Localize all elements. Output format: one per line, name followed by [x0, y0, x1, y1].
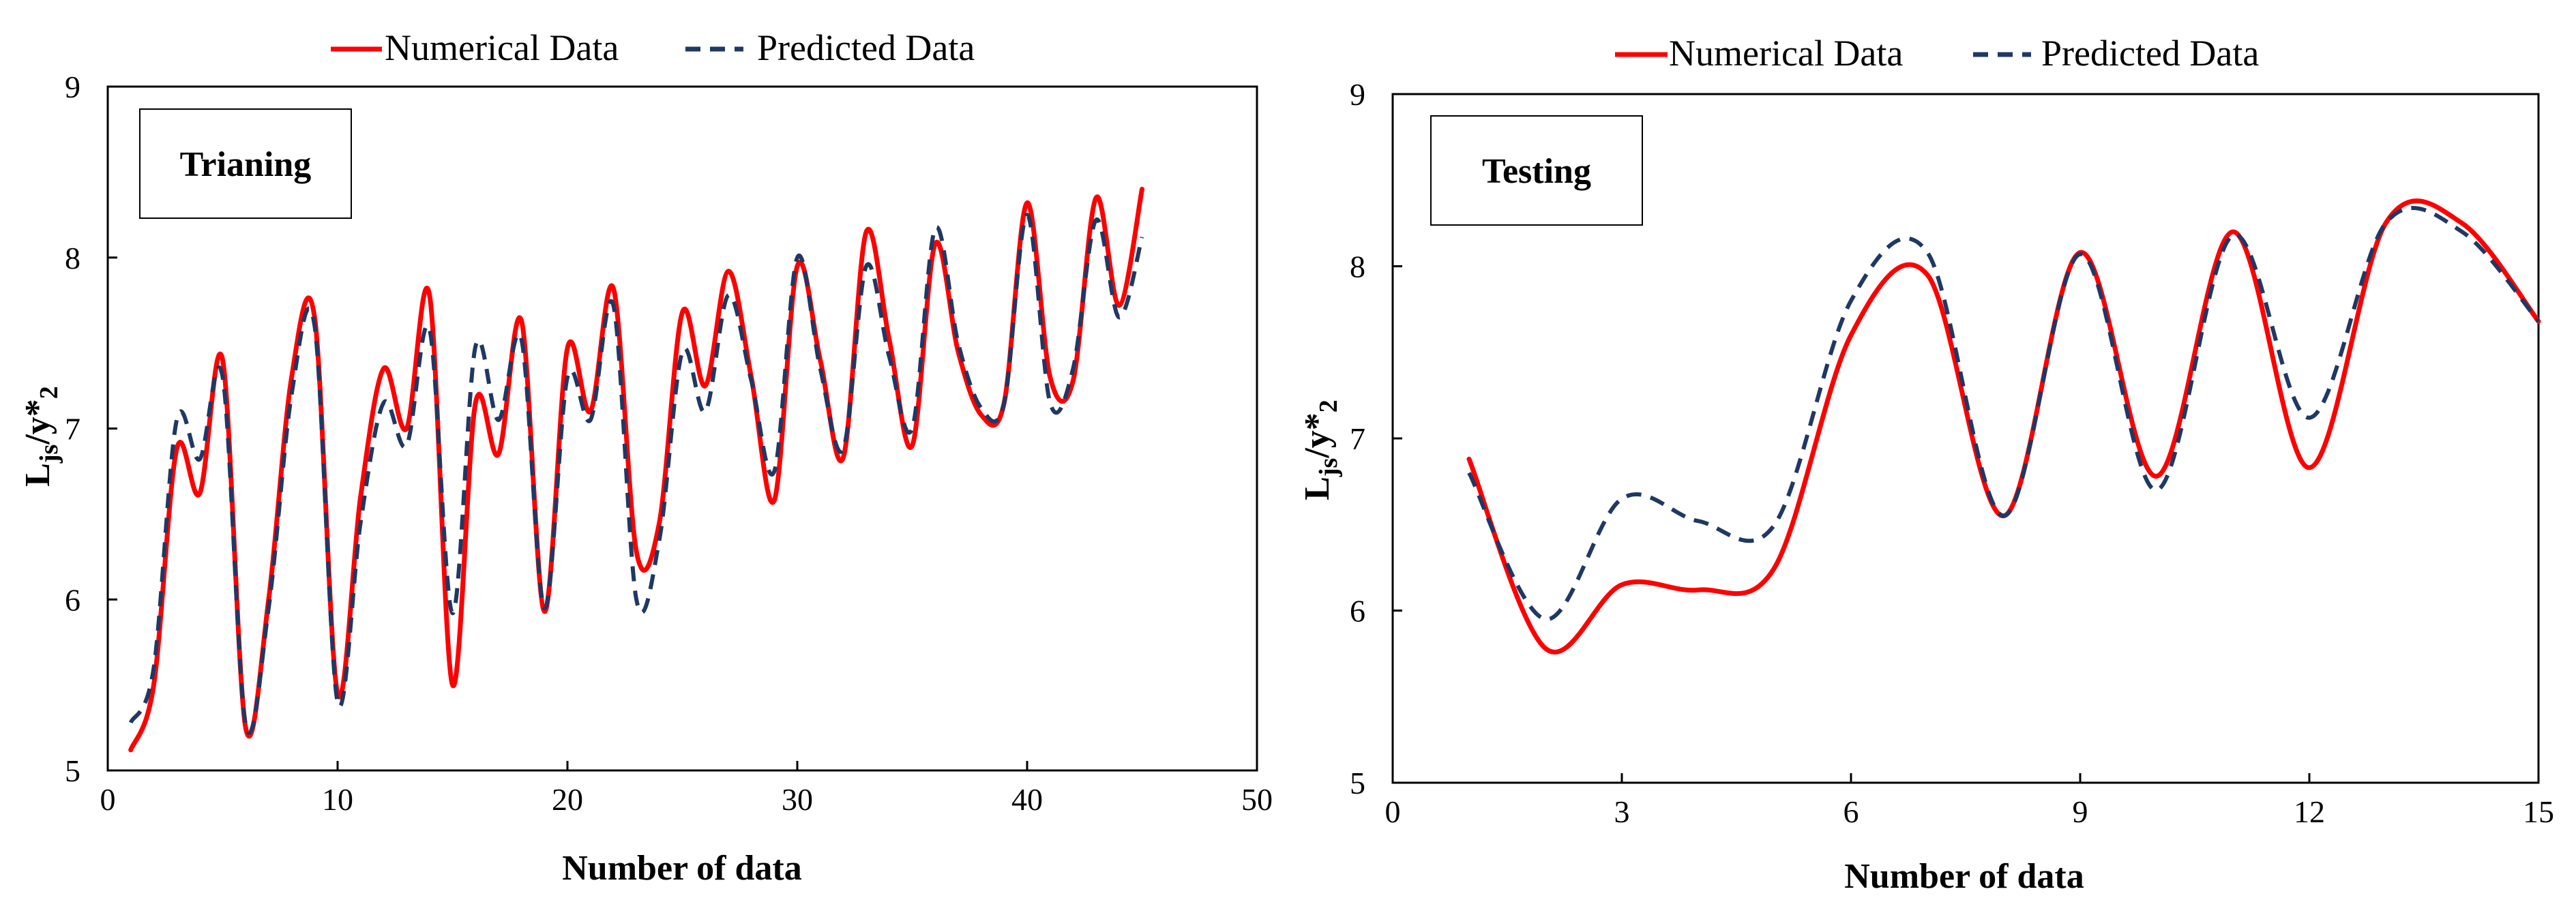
training-x-tick-label: 20 [552, 782, 583, 817]
testing-x-tick-label: 6 [1844, 794, 1859, 829]
testing-chart: Numerical Data Predicted Data Testing 0 3… [1298, 33, 2554, 896]
training-x-tick-label: 0 [100, 782, 116, 817]
training-y-tick-label: 8 [65, 241, 80, 275]
training-y-tick-label: 7 [65, 412, 80, 447]
testing-predicted-data-line [1467, 206, 2541, 622]
testing-y-tick-label: 8 [1350, 250, 1365, 284]
training-legend-numerical-label: Numerical Data [385, 27, 619, 68]
training-x-tick-label: 50 [1241, 782, 1273, 817]
training-axes: 0 10 20 30 40 50 5 6 7 8 9 [65, 70, 1273, 817]
training-x-tick-label: 30 [782, 782, 813, 817]
testing-axes: 0 3 6 9 12 15 5 6 7 8 9 [1350, 77, 2554, 829]
testing-legend-predicted-label: Predicted Data [2041, 33, 2259, 74]
testing-x-tick-label: 12 [2294, 794, 2325, 829]
training-y-tick-label: 6 [65, 582, 80, 617]
training-x-tick-label: 10 [322, 782, 353, 817]
training-legend-predicted-label: Predicted Data [757, 27, 975, 68]
testing-x-axis-title: Number of data [1844, 857, 2084, 896]
testing-numerical-data-line [1466, 198, 2541, 655]
testing-y-axis-title: Ljs/y*2 [1298, 400, 1343, 500]
testing-y-tick-label: 7 [1350, 421, 1365, 456]
testing-panel-label-box [1430, 115, 1643, 226]
testing-x-tick-label: 3 [1614, 794, 1630, 829]
testing-x-tick-label: 15 [2523, 794, 2554, 829]
training-numerical-data-line [128, 186, 1144, 753]
training-panel-label-box [139, 108, 352, 219]
training-x-tick-label: 40 [1011, 782, 1043, 817]
testing-x-tick-label: 9 [2073, 794, 2088, 829]
training-series [128, 186, 1144, 753]
training-y-tick-label: 9 [65, 70, 80, 104]
training-chart: Numerical Data Predicted Data Trianing 0… [18, 27, 1273, 888]
testing-y-tick-label: 5 [1350, 766, 1365, 800]
testing-panel-label: Testing [1482, 152, 1591, 191]
training-y-tick-label: 5 [65, 753, 80, 788]
training-legend: Numerical Data Predicted Data [331, 27, 975, 68]
training-panel-label: Trianing [180, 145, 312, 184]
testing-legend: Numerical Data Predicted Data [1615, 33, 2259, 74]
training-x-axis-title: Number of data [562, 849, 801, 888]
testing-series [1466, 198, 2541, 655]
testing-legend-numerical-label: Numerical Data [1669, 33, 1903, 74]
training-predicted-data-line [128, 213, 1144, 735]
testing-y-tick-label: 6 [1350, 594, 1365, 629]
testing-x-tick-label: 0 [1385, 794, 1401, 829]
testing-y-tick-label: 9 [1350, 77, 1365, 112]
training-y-axis-title: Ljs/y*2 [18, 386, 63, 487]
